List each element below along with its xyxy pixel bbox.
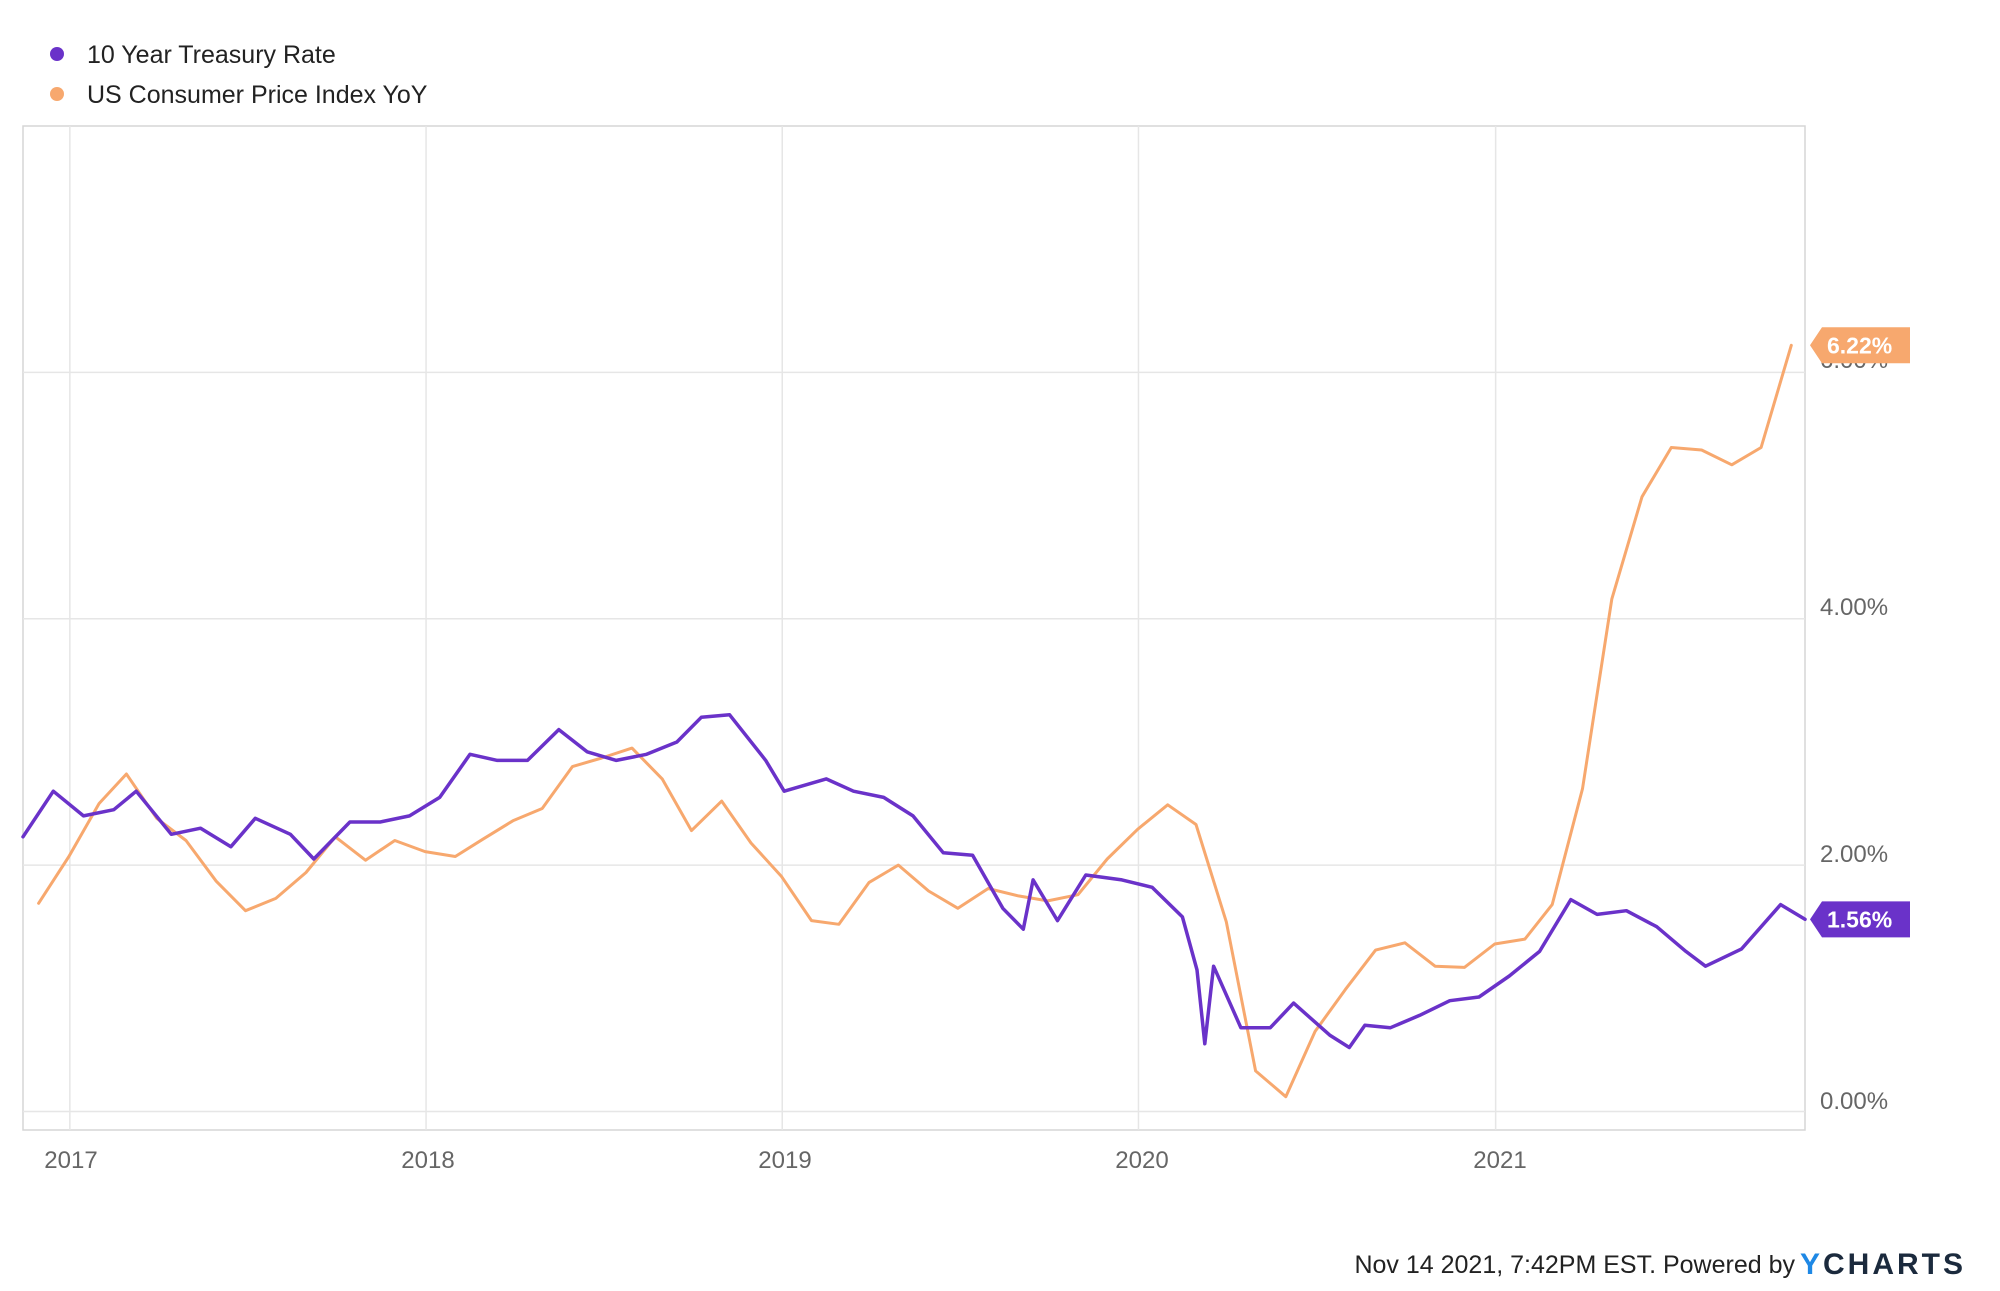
series-lines	[21, 343, 1807, 1099]
cpi-end-badge: 6.22%	[1810, 327, 1910, 364]
x-tick-label: 2018	[401, 1147, 454, 1174]
plot-border	[22, 125, 1806, 1131]
x-tick-label: 2017	[44, 1147, 97, 1174]
treasury-end-value: 1.56%	[1827, 906, 1892, 932]
legend-item-cpi[interactable]: US Consumer Price Index YoY	[50, 81, 428, 109]
legend-marker-treasury	[50, 47, 64, 61]
legend-marker-cpi	[50, 87, 64, 101]
legend-item-treasury[interactable]: 10 Year Treasury Rate	[50, 41, 336, 69]
legend: 10 Year Treasury Rate US Consumer Price …	[50, 41, 428, 109]
footer-attribution: Nov 14 2021, 7:42PM EST. Powered by	[1354, 1251, 1795, 1279]
x-axis: 2017 2018 2019 2020 2021	[44, 1147, 1526, 1174]
legend-label-cpi: US Consumer Price Index YoY	[87, 81, 428, 109]
cpi-end-value: 6.22%	[1827, 332, 1892, 358]
ycharts-logo-y: Y	[1800, 1248, 1820, 1281]
y-tick-label: 4.00%	[1820, 594, 1888, 621]
treasury-end-badge: 1.56%	[1810, 901, 1910, 938]
x-tick-label: 2021	[1473, 1147, 1526, 1174]
cpi-badge-background	[1810, 327, 1910, 364]
footer-timestamp: Nov 14 2021, 7:42PM EST.	[1354, 1251, 1656, 1279]
ycharts-logo[interactable]: Y CHARTS	[1800, 1248, 1966, 1281]
legend-label-treasury: 10 Year Treasury Rate	[87, 41, 336, 69]
y-tick-label: 0.00%	[1820, 1088, 1888, 1115]
y-axis: 0.00% 2.00% 4.00% 6.00%	[1820, 347, 1888, 1115]
grid-lines	[23, 126, 1805, 1130]
x-tick-label: 2020	[1115, 1147, 1168, 1174]
footer-powered-by: Powered by	[1663, 1251, 1796, 1279]
treasury-badge-background	[1810, 901, 1910, 938]
y-tick-label: 2.00%	[1820, 841, 1888, 868]
treasury-rate-line[interactable]	[21, 713, 1807, 1050]
footer: Nov 14 2021, 7:42PM EST. Powered by Y CH…	[1354, 1248, 1966, 1281]
end-value-badges: 6.22% 1.56%	[1810, 327, 1910, 938]
cpi-yoy-line[interactable]	[37, 343, 1793, 1099]
ycharts-logo-text: CHARTS	[1823, 1248, 1966, 1281]
x-tick-label: 2019	[758, 1147, 811, 1174]
plot-area	[21, 125, 1807, 1131]
